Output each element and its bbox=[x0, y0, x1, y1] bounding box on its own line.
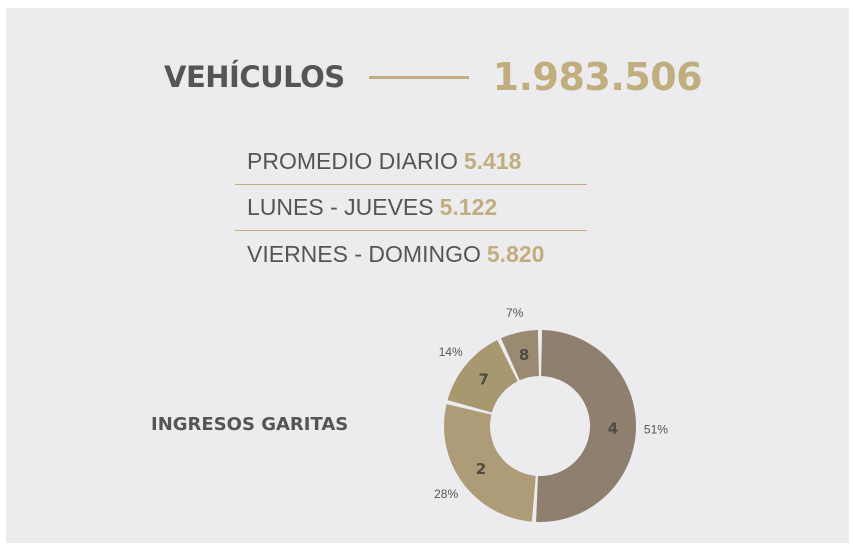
infographic-panel bbox=[6, 8, 849, 543]
donut-slice-7 bbox=[447, 340, 518, 413]
slice-label: 4 bbox=[608, 419, 618, 437]
slice-label: 7 bbox=[479, 370, 489, 388]
slice-percent-label: 7% bbox=[506, 306, 524, 320]
vehicles-label: VEHÍCULOS bbox=[164, 60, 345, 94]
stat-row-monday-thursday: LUNES - JUEVES 5.122 bbox=[235, 185, 587, 231]
stat-label: PROMEDIO DIARIO bbox=[247, 148, 458, 174]
donut-slice-2 bbox=[444, 404, 536, 522]
slice-percent-label: 28% bbox=[434, 487, 458, 501]
stat-row-friday-sunday: VIERNES - DOMINGO 5.820 bbox=[235, 231, 587, 277]
vehicles-total: 1.983.506 bbox=[492, 55, 703, 99]
stat-value: 5.418 bbox=[463, 148, 522, 174]
slice-percent-label: 14% bbox=[439, 345, 463, 359]
stat-row-daily-average: PROMEDIO DIARIO 5.418 bbox=[235, 139, 587, 185]
donut-slice-4 bbox=[536, 330, 637, 523]
vehicles-headline: VEHÍCULOS 1.983.506 bbox=[164, 52, 703, 102]
stat-value: 5.122 bbox=[439, 194, 498, 220]
slice-percent-label: 51% bbox=[644, 423, 668, 437]
donut-slice-8 bbox=[501, 330, 539, 381]
stat-label: VIERNES - DOMINGO bbox=[247, 240, 481, 267]
chart-title: INGRESOS GARITAS bbox=[151, 414, 349, 435]
slice-label: 8 bbox=[519, 346, 529, 364]
headline-divider bbox=[368, 75, 469, 79]
stat-label: LUNES - JUEVES bbox=[247, 194, 434, 220]
stats-list: PROMEDIO DIARIO 5.418 LUNES - JUEVES 5.1… bbox=[235, 139, 587, 277]
slice-label: 2 bbox=[476, 460, 486, 478]
stat-value: 5.820 bbox=[486, 240, 545, 267]
